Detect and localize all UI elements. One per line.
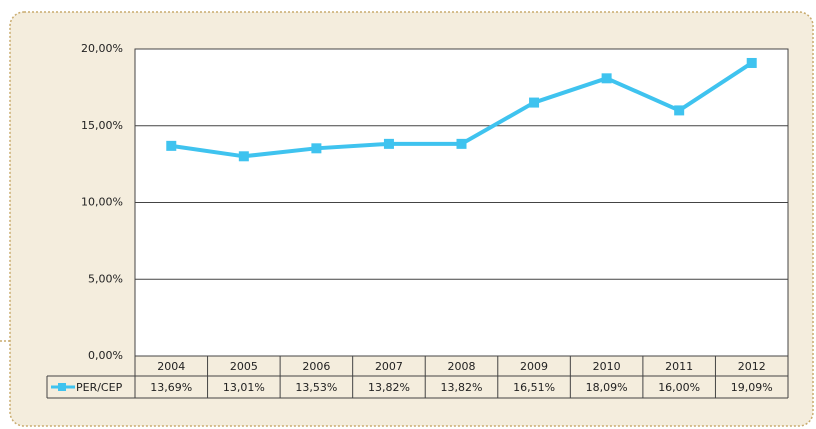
value-label: 19,09% — [731, 381, 773, 394]
data-marker — [601, 73, 612, 84]
data-marker — [166, 140, 177, 151]
data-marker — [674, 105, 685, 116]
data-marker — [311, 143, 322, 154]
x-tick-label: 2004 — [157, 360, 185, 373]
x-tick-label: 2006 — [302, 360, 330, 373]
data-marker — [529, 97, 540, 108]
y-tick-label: 20,00% — [81, 42, 123, 55]
y-tick-label: 10,00% — [81, 196, 123, 209]
data-marker — [746, 57, 757, 68]
x-tick-label: 2007 — [375, 360, 403, 373]
y-tick-label: 0,00% — [88, 349, 123, 362]
x-tick-label: 2010 — [593, 360, 621, 373]
data-marker — [238, 151, 249, 162]
value-label: 13,69% — [150, 381, 192, 394]
y-tick-label: 15,00% — [81, 119, 123, 132]
y-tick-label: 5,00% — [88, 272, 123, 285]
value-label: 13,82% — [368, 381, 410, 394]
value-label: 13,82% — [441, 381, 483, 394]
x-tick-label: 2008 — [448, 360, 476, 373]
x-tick-label: 2012 — [738, 360, 766, 373]
data-marker — [456, 138, 467, 149]
value-label: 18,09% — [586, 381, 628, 394]
x-tick-label: 2009 — [520, 360, 548, 373]
value-label: 13,01% — [223, 381, 265, 394]
data-marker — [383, 138, 394, 149]
legend-marker — [58, 383, 66, 391]
value-label: 16,51% — [513, 381, 555, 394]
legend-label: PER/CEP — [76, 381, 123, 394]
value-label: 13,53% — [295, 381, 337, 394]
x-tick-label: 2011 — [665, 360, 693, 373]
x-tick-label: 2005 — [230, 360, 258, 373]
value-label: 16,00% — [658, 381, 700, 394]
